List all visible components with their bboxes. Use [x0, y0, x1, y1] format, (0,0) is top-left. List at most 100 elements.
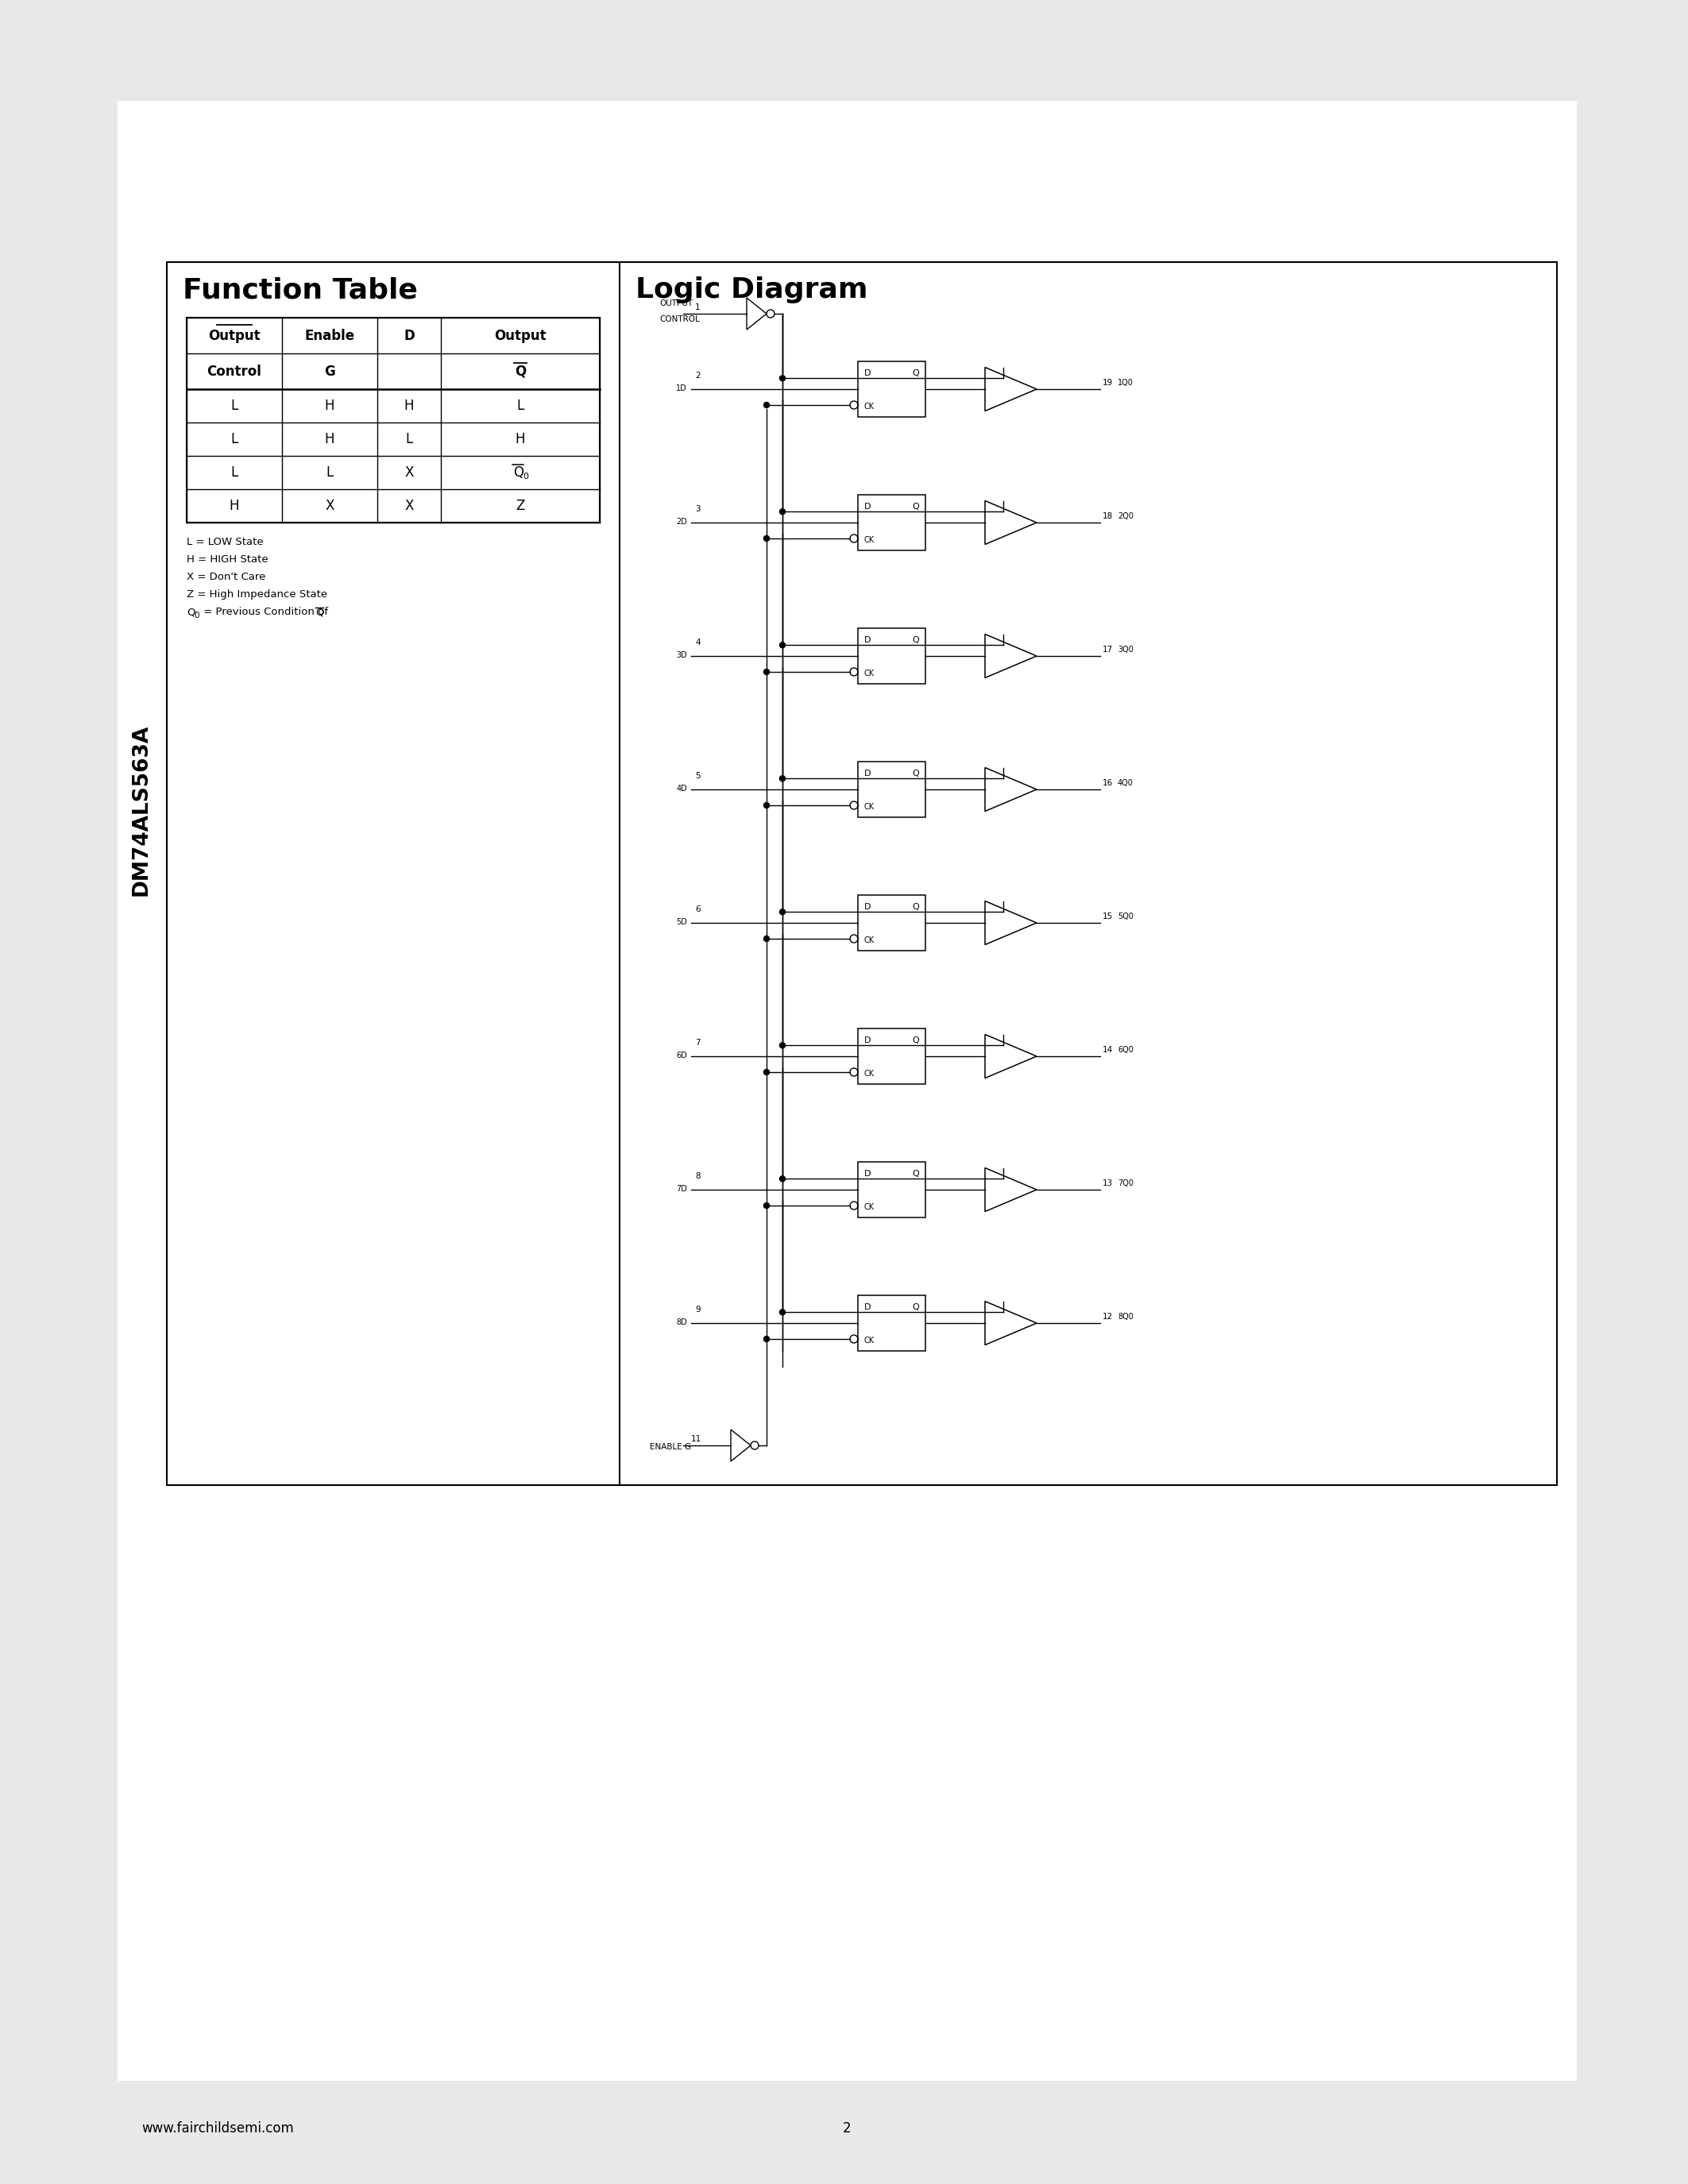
Text: L: L	[326, 465, 333, 480]
Text: 6D: 6D	[677, 1051, 687, 1059]
Text: X: X	[326, 498, 334, 513]
Text: Function Table: Function Table	[182, 277, 417, 304]
Text: 2: 2	[842, 2121, 851, 2136]
Text: Output: Output	[208, 328, 260, 343]
Text: 8: 8	[695, 1173, 701, 1179]
Text: L = LOW State: L = LOW State	[187, 537, 263, 548]
Circle shape	[763, 535, 770, 542]
Text: 2D: 2D	[677, 518, 687, 526]
Text: 16: 16	[1102, 780, 1112, 786]
Text: Q: Q	[912, 636, 918, 644]
Circle shape	[780, 1175, 785, 1182]
Text: 7D: 7D	[677, 1186, 687, 1192]
Text: D: D	[864, 769, 871, 778]
Text: 4: 4	[695, 638, 701, 646]
Text: CONTROL: CONTROL	[660, 314, 699, 323]
Text: 3: 3	[695, 505, 701, 513]
Text: L: L	[231, 400, 238, 413]
Text: Q: Q	[912, 1037, 918, 1044]
Circle shape	[780, 1042, 785, 1048]
Text: H = HIGH State: H = HIGH State	[187, 555, 268, 566]
Text: D: D	[864, 636, 871, 644]
Text: Q: Q	[515, 365, 527, 378]
Text: D: D	[864, 1171, 871, 1177]
Text: X: X	[405, 498, 414, 513]
Text: CK: CK	[864, 1337, 874, 1345]
Text: 9: 9	[695, 1306, 701, 1313]
Text: D: D	[403, 328, 415, 343]
Text: Q: Q	[912, 1171, 918, 1177]
Bar	[858, 1162, 925, 1216]
Text: H: H	[515, 432, 525, 446]
Text: 12: 12	[1102, 1313, 1112, 1321]
Text: 19: 19	[1102, 378, 1112, 387]
Circle shape	[780, 642, 785, 649]
Text: Q: Q	[912, 369, 918, 378]
Text: www.fairchildsemi.com: www.fairchildsemi.com	[142, 2121, 294, 2136]
Text: 1: 1	[695, 304, 701, 312]
Text: H: H	[324, 432, 334, 446]
Text: 8Q0: 8Q0	[1117, 1313, 1133, 1321]
Text: 7Q0: 7Q0	[1117, 1179, 1134, 1188]
Text: Logic Diagram: Logic Diagram	[635, 277, 868, 304]
Text: Q: Q	[316, 607, 324, 618]
Circle shape	[763, 668, 770, 675]
Text: 0: 0	[523, 472, 528, 480]
Text: Q: Q	[513, 465, 523, 480]
Bar	[858, 762, 925, 817]
Text: X = Don't Care: X = Don't Care	[187, 572, 265, 583]
Text: CK: CK	[864, 1203, 874, 1212]
Text: 17: 17	[1102, 646, 1112, 653]
Bar	[858, 1029, 925, 1083]
Text: DM74ALS563A: DM74ALS563A	[132, 725, 152, 895]
Text: L: L	[231, 432, 238, 446]
Text: CK: CK	[864, 670, 874, 677]
Text: CK: CK	[864, 804, 874, 810]
Circle shape	[763, 1337, 770, 1341]
Text: 6: 6	[695, 906, 701, 913]
Text: H: H	[230, 498, 240, 513]
Text: L: L	[231, 465, 238, 480]
Bar	[858, 629, 925, 684]
Text: L: L	[517, 400, 523, 413]
Text: 13: 13	[1102, 1179, 1112, 1188]
Text: D: D	[864, 1304, 871, 1310]
Text: 3Q0: 3Q0	[1117, 646, 1133, 653]
Text: Q: Q	[912, 502, 918, 511]
Text: CK: CK	[864, 402, 874, 411]
Circle shape	[763, 402, 770, 408]
Bar	[858, 360, 925, 417]
Text: Q: Q	[912, 769, 918, 778]
Text: 5D: 5D	[677, 917, 687, 926]
Text: 14: 14	[1102, 1046, 1112, 1055]
Text: 3D: 3D	[677, 651, 687, 660]
Text: 4D: 4D	[677, 784, 687, 793]
Text: X: X	[405, 465, 414, 480]
Circle shape	[763, 1070, 770, 1075]
Text: CK: CK	[864, 1070, 874, 1077]
Text: 6Q0: 6Q0	[1117, 1046, 1133, 1055]
Text: Enable: Enable	[304, 328, 354, 343]
Text: = Previous Condition of: = Previous Condition of	[201, 607, 331, 618]
Text: D: D	[864, 369, 871, 378]
Text: 5: 5	[695, 771, 701, 780]
Text: Q: Q	[912, 1304, 918, 1310]
Text: D: D	[864, 502, 871, 511]
Circle shape	[763, 1203, 770, 1208]
Circle shape	[763, 937, 770, 941]
Text: 4Q0: 4Q0	[1117, 780, 1133, 786]
Text: ENABLE G: ENABLE G	[650, 1444, 690, 1450]
Text: 0: 0	[194, 612, 199, 620]
Text: Z: Z	[517, 498, 525, 513]
Text: OUTPUT: OUTPUT	[660, 299, 692, 308]
Text: 5Q0: 5Q0	[1117, 913, 1134, 919]
Text: H: H	[324, 400, 334, 413]
Bar	[187, 317, 599, 522]
Text: Output: Output	[495, 328, 547, 343]
Text: 7: 7	[695, 1040, 701, 1046]
Text: H: H	[403, 400, 414, 413]
Text: 11: 11	[690, 1435, 702, 1444]
Text: D: D	[864, 902, 871, 911]
Text: 2Q0: 2Q0	[1117, 513, 1134, 520]
Text: Control: Control	[208, 365, 262, 378]
